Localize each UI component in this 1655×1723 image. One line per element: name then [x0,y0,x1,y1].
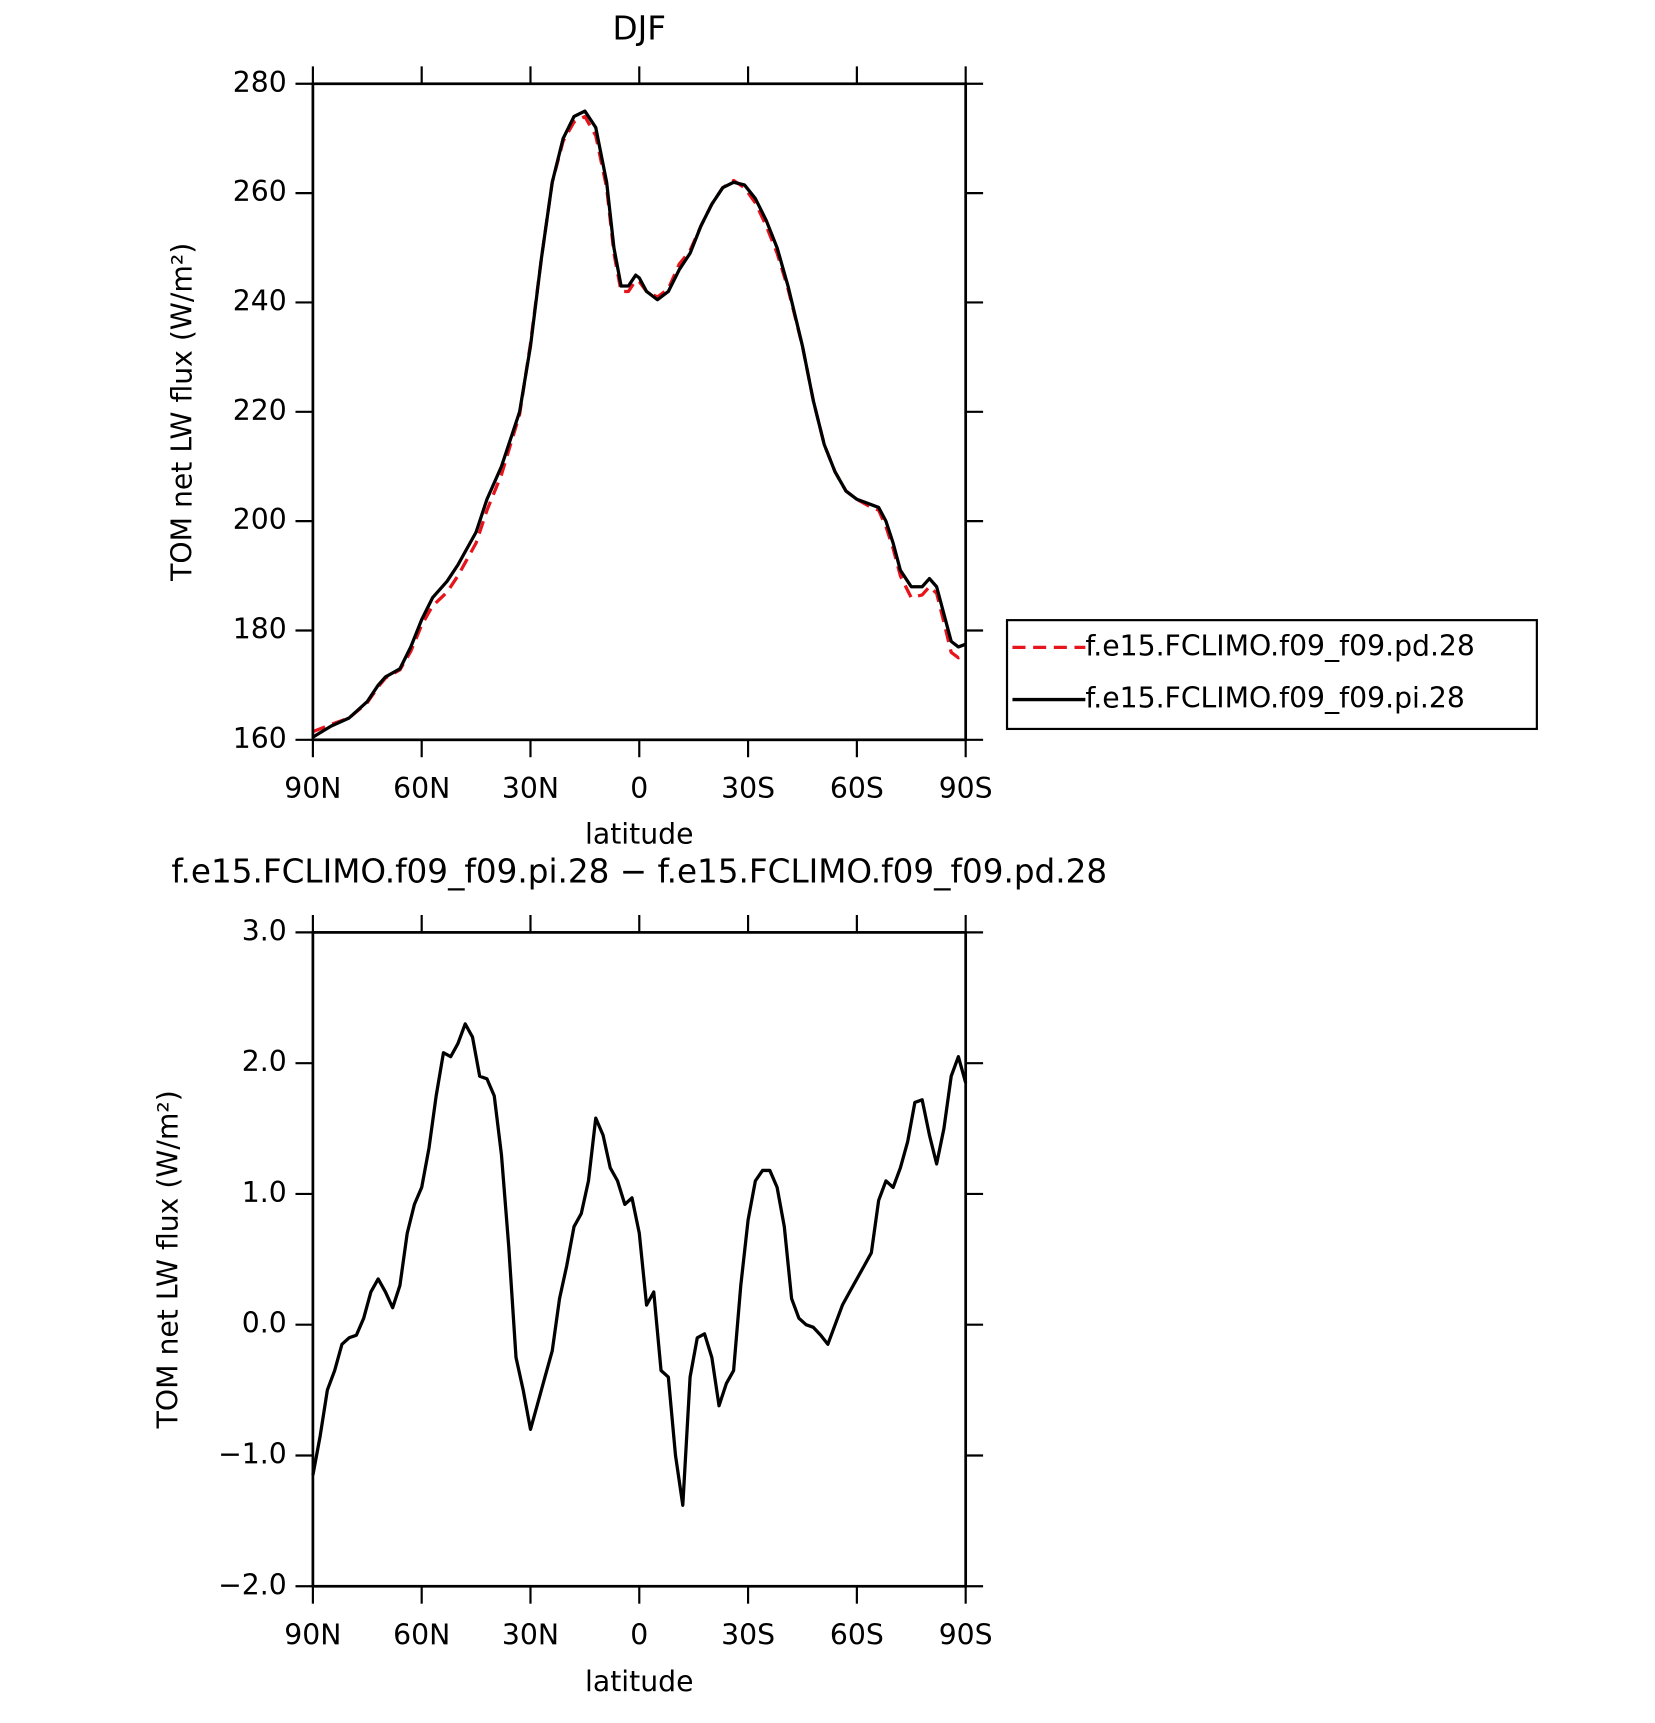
y-tick-label: 3.0 [242,914,287,947]
x-tick-label: 0 [630,1618,648,1651]
x-tick-label: 30N [502,1618,559,1651]
chart-title: f.e15.FCLIMO.f09_f09.pi.28 − f.e15.FCLIM… [171,853,1107,891]
y-tick-label: −2.0 [218,1568,287,1601]
data-line [312,114,967,734]
x-tick-label: 90S [939,1618,993,1651]
y-tick-label: 2.0 [242,1045,287,1078]
x-tick-label: 60S [830,1618,884,1651]
y-tick-label: 1.0 [242,1176,287,1209]
legend-label: f.e15.FCLIMO.f09_f09.pd.28 [1085,629,1475,662]
plot-frame [311,82,968,742]
y-tick-label: 180 [233,612,287,645]
y-axis-label: TOM net LW flux (W/m²) [151,1090,184,1429]
x-tick-label: 90S [939,772,993,805]
y-tick-label: 0.0 [242,1307,287,1340]
chart-title: DJF [613,9,667,47]
legend-label: f.e15.FCLIMO.f09_f09.pi.28 [1085,682,1464,715]
legend-box [1005,619,1538,731]
y-tick-label: −1.0 [218,1437,287,1470]
y-tick-label: 160 [233,722,287,755]
x-tick-label: 60N [393,1618,450,1651]
x-tick-label: 30S [721,1618,775,1651]
x-tick-label: 30S [721,772,775,805]
y-tick-label: 200 [233,503,287,536]
plot-frame [311,931,968,1588]
data-line [311,1022,968,1507]
y-tick-label: 260 [233,175,287,208]
x-axis-label: latitude [585,818,693,851]
x-tick-label: 90N [284,772,341,805]
y-tick-label: 240 [233,284,287,317]
y-tick-label: 280 [233,66,287,99]
x-tick-label: 60S [830,772,884,805]
x-tick-label: 60N [393,772,450,805]
x-tick-label: 0 [630,772,648,805]
x-axis-label: latitude [585,1665,693,1698]
x-tick-label: 90N [284,1618,341,1651]
y-axis-label: TOM net LW flux (W/m²) [165,243,198,582]
x-tick-label: 30N [502,772,559,805]
data-line [312,109,967,739]
y-tick-label: 220 [233,394,287,427]
